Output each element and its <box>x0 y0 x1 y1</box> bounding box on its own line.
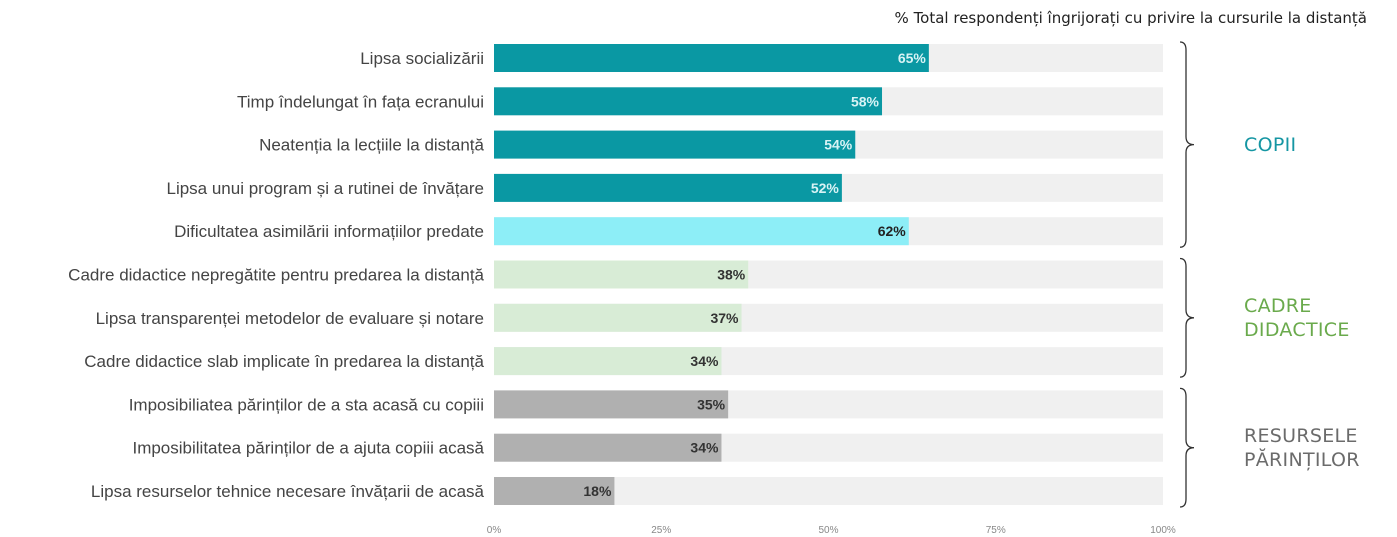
value-label: 65% <box>898 50 927 66</box>
value-label: 34% <box>690 440 719 456</box>
bar <box>494 87 883 116</box>
category-label: Imposibilitatea părinților de a ajuta co… <box>132 439 484 458</box>
group-brace <box>1179 387 1195 508</box>
bar <box>494 44 929 72</box>
value-label: 58% <box>851 93 880 109</box>
x-tick-label: 75% <box>986 525 1006 536</box>
bar <box>494 390 729 419</box>
group-label-line: COPII <box>1244 133 1297 156</box>
category-label: Lipsa unui program și a rutinei de învăț… <box>166 179 484 198</box>
value-label: 34% <box>690 353 719 369</box>
group-label: CADRE DIDACTICE <box>1244 294 1350 342</box>
category-label: Cadre didactice slab implicate în predar… <box>84 352 484 371</box>
value-label: 54% <box>824 137 853 153</box>
value-label: 37% <box>710 310 739 326</box>
category-label: Timp îndelungat în fața ecranului <box>237 92 484 111</box>
chart-title: % Total respondenți îngrijorați cu privi… <box>894 9 1367 27</box>
value-label: 62% <box>878 223 907 239</box>
x-tick-label: 25% <box>651 525 671 536</box>
category-label: Lipsa resurselor tehnice necesare învăța… <box>91 482 485 501</box>
bar <box>494 303 742 332</box>
value-label: 35% <box>697 396 726 412</box>
category-label: Lipsa socializării <box>360 49 484 68</box>
category-label: Lipsa transparenței metodelor de evaluar… <box>96 309 484 328</box>
bar <box>494 347 722 376</box>
x-tick-label: 100% <box>1150 525 1176 536</box>
group-brace <box>1179 41 1195 248</box>
category-label: Cadre didactice nepregătite pentru preda… <box>68 266 484 285</box>
value-label: 18% <box>583 483 612 499</box>
bar <box>494 217 909 246</box>
group-label-line: CADRE <box>1244 294 1312 317</box>
group-brace <box>1179 257 1195 378</box>
value-label: 52% <box>811 180 840 196</box>
bar <box>494 433 722 462</box>
group-label-line: RESURSELE <box>1244 424 1358 447</box>
category-label: Dificultatea asimilării informațiilor pr… <box>174 222 484 241</box>
x-tick-label: 50% <box>818 525 838 536</box>
group-label: RESURSELE PĂRINȚILOR <box>1244 424 1360 472</box>
bar <box>494 477 615 505</box>
bar <box>494 260 749 289</box>
category-label: Neatenția la lecțiile la distanță <box>259 136 484 155</box>
x-tick-label: 0% <box>487 525 502 536</box>
bar <box>494 130 856 159</box>
category-label: Imposibiliatea părinților de a sta acasă… <box>129 395 484 414</box>
group-label-line: PĂRINȚILOR <box>1244 448 1360 471</box>
group-label: COPII <box>1244 133 1296 157</box>
group-label-line: DIDACTICE <box>1244 318 1350 341</box>
bar <box>494 173 842 202</box>
value-label: 38% <box>717 267 746 283</box>
